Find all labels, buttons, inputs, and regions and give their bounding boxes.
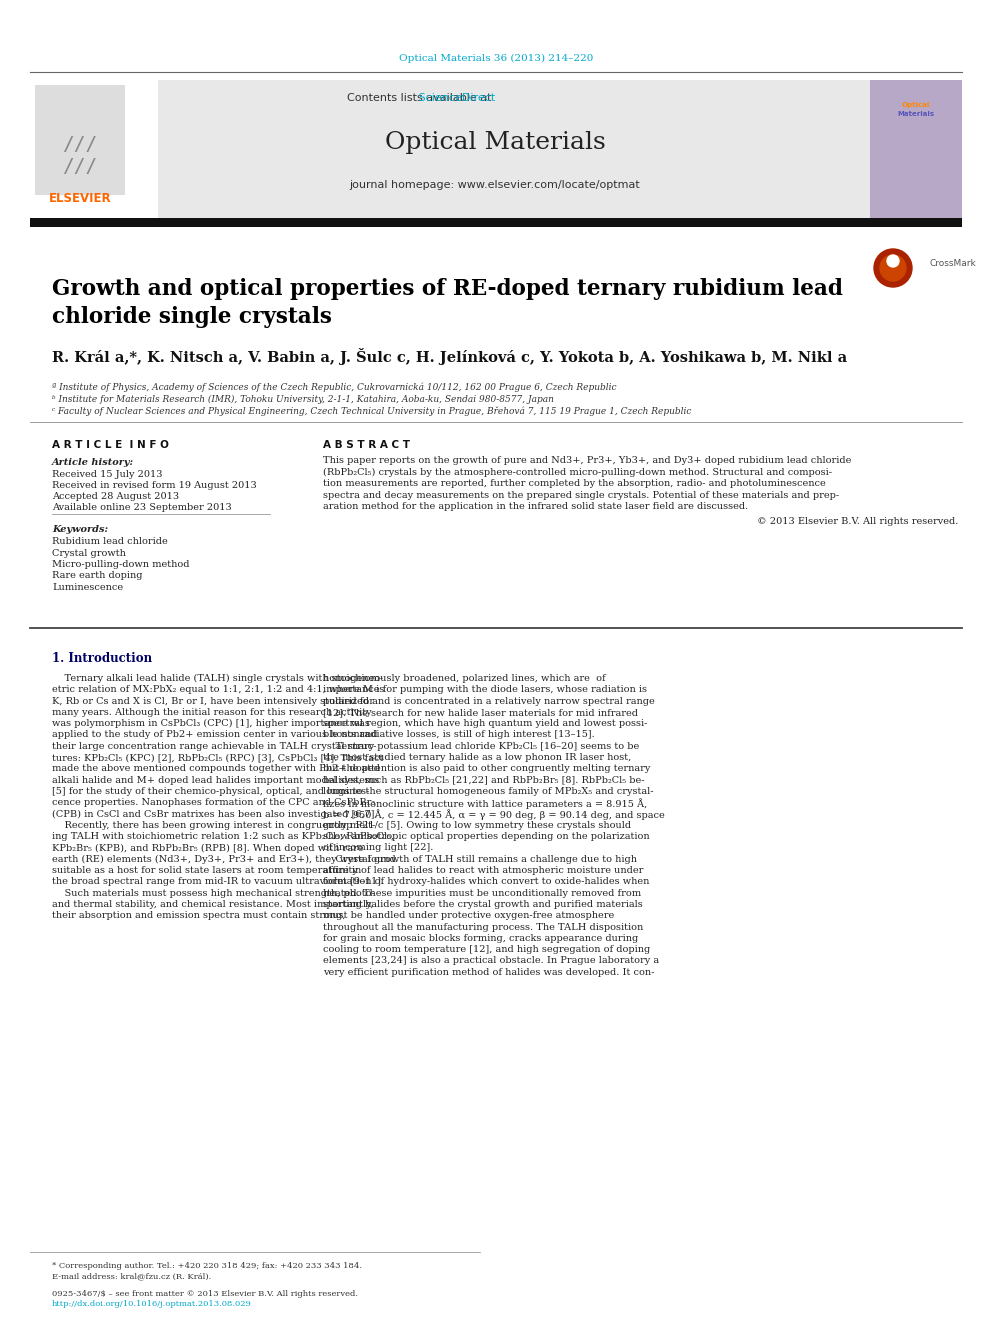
Text: Luminescence: Luminescence [52, 583, 123, 591]
Text: Optical: Optical [902, 102, 930, 108]
Text: Crystal growth of TALH still remains a challenge due to high: Crystal growth of TALH still remains a c… [323, 855, 637, 864]
Text: group P21/c [5]. Owing to low symmetry these crystals should: group P21/c [5]. Owing to low symmetry t… [323, 820, 631, 830]
Text: Ternary alkali lead halide (TALH) single crystals with stoichiom-: Ternary alkali lead halide (TALH) single… [52, 673, 383, 683]
Text: 1. Introduction: 1. Introduction [52, 652, 152, 665]
Text: Optical Materials 36 (2013) 214–220: Optical Materials 36 (2013) 214–220 [399, 53, 593, 62]
Text: polarized and is concentrated in a relatively narrow spectral range: polarized and is concentrated in a relat… [323, 697, 655, 705]
Text: A B S T R A C T: A B S T R A C T [323, 441, 410, 450]
Bar [30, 218, 962, 228]
Text: Crystal growth: Crystal growth [52, 549, 126, 557]
Text: ᶜ Faculty of Nuclear Sciences and Physical Engineering, Czech Technical Universi: ᶜ Faculty of Nuclear Sciences and Physic… [52, 407, 691, 417]
Text: ELSEVIER: ELSEVIER [49, 192, 111, 205]
Text: Keywords:: Keywords: [52, 525, 108, 534]
Text: [5] for the study of their chemico-physical, optical, and lumines-: [5] for the study of their chemico-physi… [52, 787, 369, 796]
Text: suitable as a host for solid state lasers at room temperature in: suitable as a host for solid state laser… [52, 867, 361, 875]
Text: Rubidium lead chloride: Rubidium lead chloride [52, 537, 168, 546]
Text: 0925-3467/$ – see front matter © 2013 Elsevier B.V. All rights reserved.: 0925-3467/$ – see front matter © 2013 El… [52, 1290, 358, 1298]
Text: the broad spectral range from mid-IR to vacuum ultraviolet [9–11].: the broad spectral range from mid-IR to … [52, 877, 384, 886]
Text: aration method for the application in the infrared solid state laser field are d: aration method for the application in th… [323, 501, 748, 511]
Text: Received in revised form 19 August 2013: Received in revised form 19 August 2013 [52, 482, 257, 490]
Text: Materials: Materials [898, 111, 934, 116]
Text: was polymorphism in CsPbCl₃ (CPC) [1], higher importance was: was polymorphism in CsPbCl₃ (CPC) [1], h… [52, 720, 370, 729]
Bar [30, 79, 870, 218]
Text: lizes in monoclinic structure with lattice parameters a = 8.915 Å,: lizes in monoclinic structure with latti… [323, 798, 647, 810]
Text: journal homepage: www.elsevier.com/locate/optmat: journal homepage: www.elsevier.com/locat… [349, 180, 641, 191]
Text: but the attention is also paid to other congruently melting ternary: but the attention is also paid to other … [323, 765, 651, 774]
Text: Growth and optical properties of RE-doped ternary rubidium lead
chloride single : Growth and optical properties of RE-dope… [52, 278, 843, 328]
Circle shape [874, 249, 912, 287]
Text: * Corresponding author. Tel.: +420 220 318 429; fax: +420 233 343 184.: * Corresponding author. Tel.: +420 220 3… [52, 1262, 362, 1270]
Text: applied to the study of Pb2+ emission center in various hosts and: applied to the study of Pb2+ emission ce… [52, 730, 378, 740]
Text: Micro-pulling-down method: Micro-pulling-down method [52, 560, 189, 569]
Text: ScienceDirect: ScienceDirect [316, 93, 495, 103]
Text: etric relation of MX:PbX₂ equal to 1:1, 2:1, 1:2 and 4:1, where M is: etric relation of MX:PbX₂ equal to 1:1, … [52, 685, 384, 695]
Circle shape [880, 255, 906, 280]
Text: http://dx.doi.org/10.1016/j.optmat.2013.08.029: http://dx.doi.org/10.1016/j.optmat.2013.… [52, 1301, 252, 1308]
Text: and thermal stability, and chemical resistance. Most importantly,: and thermal stability, and chemical resi… [52, 900, 374, 909]
Bar [30, 79, 158, 218]
Text: This paper reports on the growth of pure and Nd3+, Pr3+, Yb3+, and Dy3+ doped ru: This paper reports on the growth of pure… [323, 456, 851, 464]
Text: © 2013 Elsevier B.V. All rights reserved.: © 2013 Elsevier B.V. All rights reserved… [757, 517, 958, 527]
Text: throughout all the manufacturing process. The TALH disposition: throughout all the manufacturing process… [323, 922, 643, 931]
Text: Such materials must possess high mechanical strength, photo-: Such materials must possess high mechani… [52, 889, 375, 898]
Text: their absorption and emission spectra must contain strong,: their absorption and emission spectra mu… [52, 912, 345, 921]
Circle shape [887, 255, 899, 267]
Text: homogeneously broadened, polarized lines, which are  of: homogeneously broadened, polarized lines… [323, 673, 606, 683]
Text: E-mail address: kral@fzu.cz (R. Král).: E-mail address: kral@fzu.cz (R. Král). [52, 1271, 211, 1279]
Text: elements [23,24] is also a practical obstacle. In Prague laboratory a: elements [23,24] is also a practical obs… [323, 957, 659, 966]
Text: halides, such as RbPb₂Cl₅ [21,22] and RbPb₂Br₅ [8]. RbPb₂Cl₅ be-: halides, such as RbPb₂Cl₅ [21,22] and Rb… [323, 775, 645, 785]
Text: the most studied ternary halide as a low phonon IR laser host,: the most studied ternary halide as a low… [323, 753, 631, 762]
Text: heated. These impurities must be unconditionally removed from: heated. These impurities must be uncondi… [323, 889, 641, 898]
Text: formation of hydroxy-halides which convert to oxide-halides when: formation of hydroxy-halides which conve… [323, 877, 650, 886]
Text: affinity of lead halides to react with atmospheric moisture under: affinity of lead halides to react with a… [323, 867, 644, 875]
Text: their large concentration range achievable in TALH crystal struc-: their large concentration range achievab… [52, 742, 376, 750]
Text: for grain and mosaic blocks forming, cracks appearance during: for grain and mosaic blocks forming, cra… [323, 934, 638, 943]
Text: K, Rb or Cs and X is Cl, Br or I, have been intensively studied for: K, Rb or Cs and X is Cl, Br or I, have b… [52, 697, 374, 705]
Text: spectra and decay measurements on the prepared single crystals. Potential of the: spectra and decay measurements on the pr… [323, 491, 839, 500]
Text: (RbPb₂Cl₅) crystals by the atmosphere-controlled micro-pulling-down method. Stru: (RbPb₂Cl₅) crystals by the atmosphere-co… [323, 467, 832, 476]
Text: Received 15 July 2013: Received 15 July 2013 [52, 470, 163, 479]
Text: b = 7.950 Å, c = 12.445 Å, α = γ = 90 deg, β = 90.14 deg, and space: b = 7.950 Å, c = 12.445 Å, α = γ = 90 de… [323, 810, 665, 820]
Text: CrossMark: CrossMark [930, 258, 977, 267]
Bar [35, 85, 125, 194]
Text: Ternary potassium lead chloride KPb₂Cl₅ [16–20] seems to be: Ternary potassium lead chloride KPb₂Cl₅ … [323, 742, 639, 750]
Bar [870, 79, 962, 218]
Text: ª Institute of Physics, Academy of Sciences of the Czech Republic, Cukrovarnická: ª Institute of Physics, Academy of Scien… [52, 382, 616, 393]
Text: Recently, there has been growing interest in congruently melt-: Recently, there has been growing interes… [52, 820, 375, 830]
Text: A R T I C L E  I N F O: A R T I C L E I N F O [52, 441, 169, 450]
Text: ble nonradiative losses, is still of high interest [13–15].: ble nonradiative losses, is still of hig… [323, 730, 595, 740]
Text: importance for pumping with the diode lasers, whose radiation is: importance for pumping with the diode la… [323, 685, 647, 695]
Text: show anisotropic optical properties depending on the polarization: show anisotropic optical properties depe… [323, 832, 650, 841]
Text: ᵇ Institute for Materials Research (IMR), Tohoku University, 2-1-1, Katahira, Ao: ᵇ Institute for Materials Research (IMR)… [52, 396, 554, 404]
Text: earth (RE) elements (Nd3+, Dy3+, Pr3+ and Er3+), they were found: earth (RE) elements (Nd3+, Dy3+, Pr3+ an… [52, 855, 396, 864]
Text: cence properties. Nanophases formation of the CPC and CsPbBr₃: cence properties. Nanophases formation o… [52, 798, 375, 807]
Text: tures: KPb₂Cl₅ (KPC) [2], RbPb₂Cl₅ (RPC) [3], CsPbCl₃ [4]. This fact: tures: KPb₂Cl₅ (KPC) [2], RbPb₂Cl₅ (RPC)… [52, 753, 383, 762]
Text: [12]. The search for new halide laser materials for mid infrared: [12]. The search for new halide laser ma… [323, 708, 638, 717]
Text: spectral region, which have high quantum yield and lowest possi-: spectral region, which have high quantum… [323, 720, 648, 728]
Text: must be handled under protective oxygen-free atmosphere: must be handled under protective oxygen-… [323, 912, 614, 921]
Text: longs to the structural homogeneous family of MPb₂X₅ and crystal-: longs to the structural homogeneous fami… [323, 787, 654, 796]
Text: cooling to room temperature [12], and high segregation of doping: cooling to room temperature [12], and hi… [323, 945, 650, 954]
Text: ///
///: /// /// [62, 135, 97, 176]
Text: made the above mentioned compounds together with Pb2+ doped: made the above mentioned compounds toget… [52, 765, 380, 774]
Text: ing TALH with stoichiometric relation 1:2 such as KPb₂Cl₅, RbPb₂Cl₅,: ing TALH with stoichiometric relation 1:… [52, 832, 394, 841]
Text: (CPB) in CsCl and CsBr matrixes has been also investigated [6,7].: (CPB) in CsCl and CsBr matrixes has been… [52, 810, 378, 819]
Text: Accepted 28 August 2013: Accepted 28 August 2013 [52, 492, 180, 501]
Text: Optical Materials: Optical Materials [385, 131, 605, 155]
Text: many years. Although the initial reason for this research activity: many years. Although the initial reason … [52, 708, 372, 717]
Text: KPb₂Br₅ (KPB), and RbPb₂Br₅ (RPB) [8]. When doped with rare: KPb₂Br₅ (KPB), and RbPb₂Br₅ (RPB) [8]. W… [52, 844, 363, 852]
Text: of incoming light [22].: of incoming light [22]. [323, 844, 434, 852]
Text: tion measurements are reported, further completed by the absorption, radio- and : tion measurements are reported, further … [323, 479, 825, 488]
Text: Available online 23 September 2013: Available online 23 September 2013 [52, 503, 232, 512]
Text: R. Král a,*, K. Nitsch a, V. Babin a, J. Šulc c, H. Jelínková c, Y. Yokota b, A.: R. Král a,*, K. Nitsch a, V. Babin a, J.… [52, 348, 847, 365]
Text: Rare earth doping: Rare earth doping [52, 572, 143, 581]
Text: Contents lists available at: Contents lists available at [347, 93, 495, 103]
Text: very efficient purification method of halides was developed. It con-: very efficient purification method of ha… [323, 968, 655, 976]
Text: Article history:: Article history: [52, 458, 134, 467]
Text: starting halides before the crystal growth and purified materials: starting halides before the crystal grow… [323, 900, 643, 909]
Text: alkali halide and M+ doped lead halides important model systems: alkali halide and M+ doped lead halides … [52, 775, 379, 785]
